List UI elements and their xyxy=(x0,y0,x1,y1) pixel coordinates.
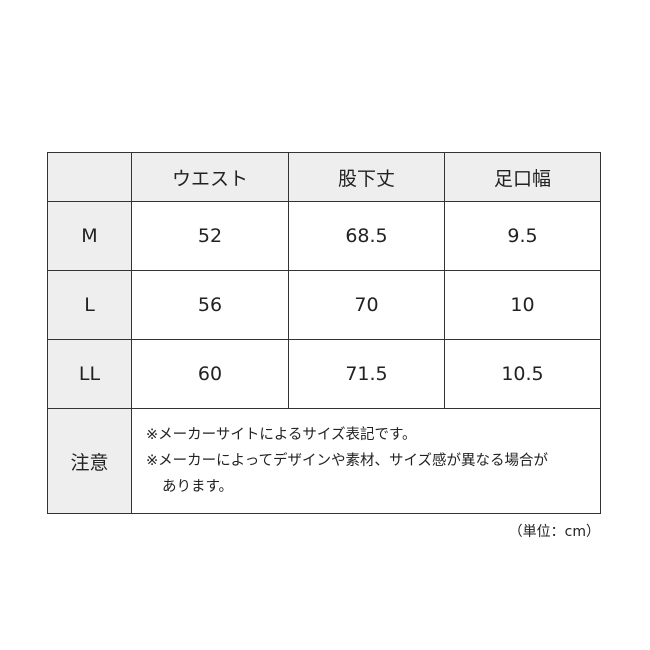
unit-label: （単位：cm） xyxy=(508,524,600,540)
cell-inseam: 68.5 xyxy=(288,201,445,271)
note-row: 注意 ※メーカーサイトによるサイズ表記です。 ※メーカーによってデザインや素材、… xyxy=(47,408,601,514)
cell-inseam: 71.5 xyxy=(288,339,445,409)
note-line: あります。 xyxy=(162,479,234,495)
cell-waist: 60 xyxy=(131,339,289,409)
header-inseam: 股下丈 xyxy=(288,152,445,202)
size-label: M xyxy=(47,201,132,271)
note-line: ※メーカーによってデザインや素材、サイズ感が異なる場合が xyxy=(146,453,549,469)
cell-hem-width: 10.5 xyxy=(444,339,601,409)
note-line: ※メーカーサイトによるサイズ表記です。 xyxy=(146,427,417,443)
header-waist: ウエスト xyxy=(131,152,289,202)
notes-cell: ※メーカーサイトによるサイズ表記です。 ※メーカーによってデザインや素材、サイズ… xyxy=(131,408,601,514)
cell-hem-width: 9.5 xyxy=(444,201,601,271)
cell-hem-width: 10 xyxy=(444,270,601,340)
note-label: 注意 xyxy=(47,408,132,514)
header-row: ウエスト 股下丈 足口幅 xyxy=(47,152,601,202)
table-row: L 56 70 10 xyxy=(47,270,601,340)
table-row: M 52 68.5 9.5 xyxy=(47,201,601,271)
size-label: L xyxy=(47,270,132,340)
header-corner xyxy=(47,152,132,202)
cell-waist: 52 xyxy=(131,201,289,271)
cell-inseam: 70 xyxy=(288,270,445,340)
header-hem-width: 足口幅 xyxy=(444,152,601,202)
table-row: LL 60 71.5 10.5 xyxy=(47,339,601,409)
size-table: ウエスト 股下丈 足口幅 M 52 68.5 9.5 L 56 70 10 LL… xyxy=(47,152,601,514)
cell-waist: 56 xyxy=(131,270,289,340)
size-label: LL xyxy=(47,339,132,409)
